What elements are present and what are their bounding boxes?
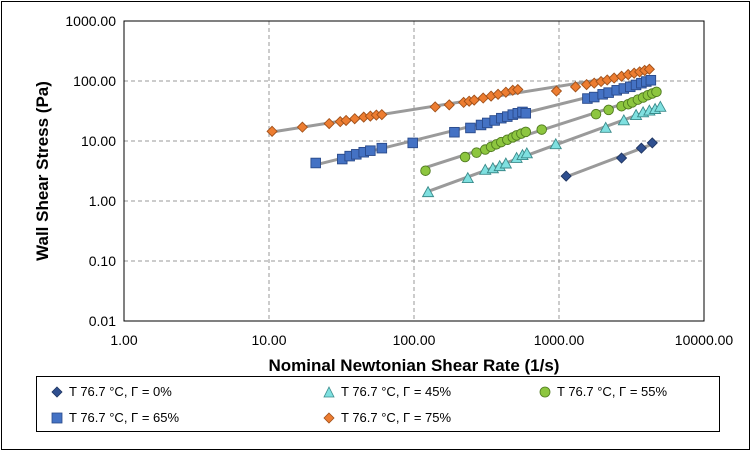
data-point-series-2 [459, 151, 471, 163]
data-point-series-4 [468, 94, 480, 106]
y-axis-title: Wall Shear Stress (Pa) [33, 81, 52, 261]
data-point-series-1 [654, 100, 667, 112]
data-point-series-1 [520, 147, 534, 159]
y-tick-label: 1.00 [89, 193, 116, 209]
data-point-series-1 [617, 114, 631, 126]
legend-label: T 76.7 °C, Γ = 75% [341, 410, 452, 425]
data-point-series-2 [536, 124, 547, 135]
legend-item-gamma-75: T 76.7 °C, Γ = 75% [323, 410, 451, 425]
data-point-series-4 [477, 92, 489, 104]
data-point-series-0 [635, 142, 648, 154]
legend-triangle-cyan-icon [323, 385, 335, 397]
data-point-series-2 [590, 108, 602, 120]
data-point-series-4 [550, 85, 563, 97]
legend-label: T 76.7 °C, Γ = 0% [69, 384, 172, 399]
data-point-series-0 [646, 137, 658, 149]
y-tick-label: 0.01 [89, 313, 116, 329]
y-tick-labels: 0.01 0.10 1.00 10.00 100.00 1000.00 [65, 13, 116, 329]
data-point-series-4 [569, 81, 582, 93]
legend-label: T 76.7 °C, Γ = 45% [341, 384, 452, 399]
legend-item-gamma-0: T 76.7 °C, Γ = 0% [51, 384, 172, 399]
legend-item-gamma-65: T 76.7 °C, Γ = 65% [51, 410, 179, 425]
legend-item-gamma-45: T 76.7 °C, Γ = 45% [323, 384, 451, 399]
data-point-series-0 [560, 170, 572, 182]
data-point-series-3 [310, 157, 321, 169]
data-point-series-0 [615, 152, 628, 164]
data-point-series-4 [266, 125, 278, 137]
legend-square-blue-icon [51, 412, 63, 423]
data-point-series-3 [449, 126, 460, 138]
data-point-series-3 [465, 122, 476, 134]
legend-diamond-orange-icon [323, 411, 335, 424]
data-point-series-4 [443, 99, 455, 111]
x-tick-label: 10000.00 [675, 332, 734, 348]
data-point-series-2 [603, 104, 614, 116]
data-point-series-3 [376, 142, 388, 154]
x-tick-label: 10.00 [251, 332, 286, 348]
y-tick-label: 100.00 [73, 73, 116, 89]
data-point-series-2 [471, 147, 482, 158]
x-tick-labels: 1.00 10.00 100.00 1000.00 10000.00 [110, 332, 733, 348]
legend-diamond-dark-blue-icon [51, 385, 63, 398]
data-point-series-4 [643, 63, 656, 75]
data-point-series-2 [651, 86, 662, 98]
data-markers [266, 63, 667, 198]
y-tick-label: 0.10 [89, 253, 116, 269]
data-point-series-3 [645, 74, 657, 86]
legend-item-gamma-55: T 76.7 °C, Γ = 55% [539, 384, 667, 399]
data-point-series-4 [296, 121, 309, 133]
data-point-series-2 [520, 126, 532, 138]
x-tick-label: 1.00 [110, 332, 137, 348]
data-point-series-4 [323, 117, 335, 130]
x-axis-title: Nominal Newtonian Shear Rate (1/s) [269, 356, 560, 375]
data-point-series-3 [365, 145, 376, 156]
data-point-series-1 [549, 137, 563, 150]
data-point-series-4 [512, 83, 524, 96]
x-tick-label: 1000.00 [534, 332, 585, 348]
data-point-series-4 [376, 109, 388, 121]
x-tick-label: 100.00 [393, 332, 436, 348]
legend-label: T 76.7 °C, Γ = 55% [557, 384, 668, 399]
data-point-series-1 [421, 185, 435, 198]
legend-label: T 76.7 °C, Γ = 65% [69, 410, 180, 425]
data-point-series-1 [499, 157, 513, 169]
data-point-series-3 [407, 137, 418, 149]
plot-area-border [123, 20, 705, 322]
y-tick-label: 1000.00 [65, 13, 116, 29]
y-tick-label: 10.00 [81, 133, 116, 149]
legend: T 76.7 °C, Γ = 0% T 76.7 °C, Γ = 45% T 7… [36, 376, 720, 432]
data-point-series-4 [429, 101, 441, 113]
data-point-series-4 [349, 113, 361, 125]
data-point-series-3 [520, 108, 532, 119]
data-point-series-2 [420, 165, 431, 176]
data-point-series-1 [461, 171, 475, 184]
grid-lines [124, 21, 704, 321]
legend-circle-green-icon [539, 386, 551, 397]
data-point-series-1 [599, 121, 612, 133]
